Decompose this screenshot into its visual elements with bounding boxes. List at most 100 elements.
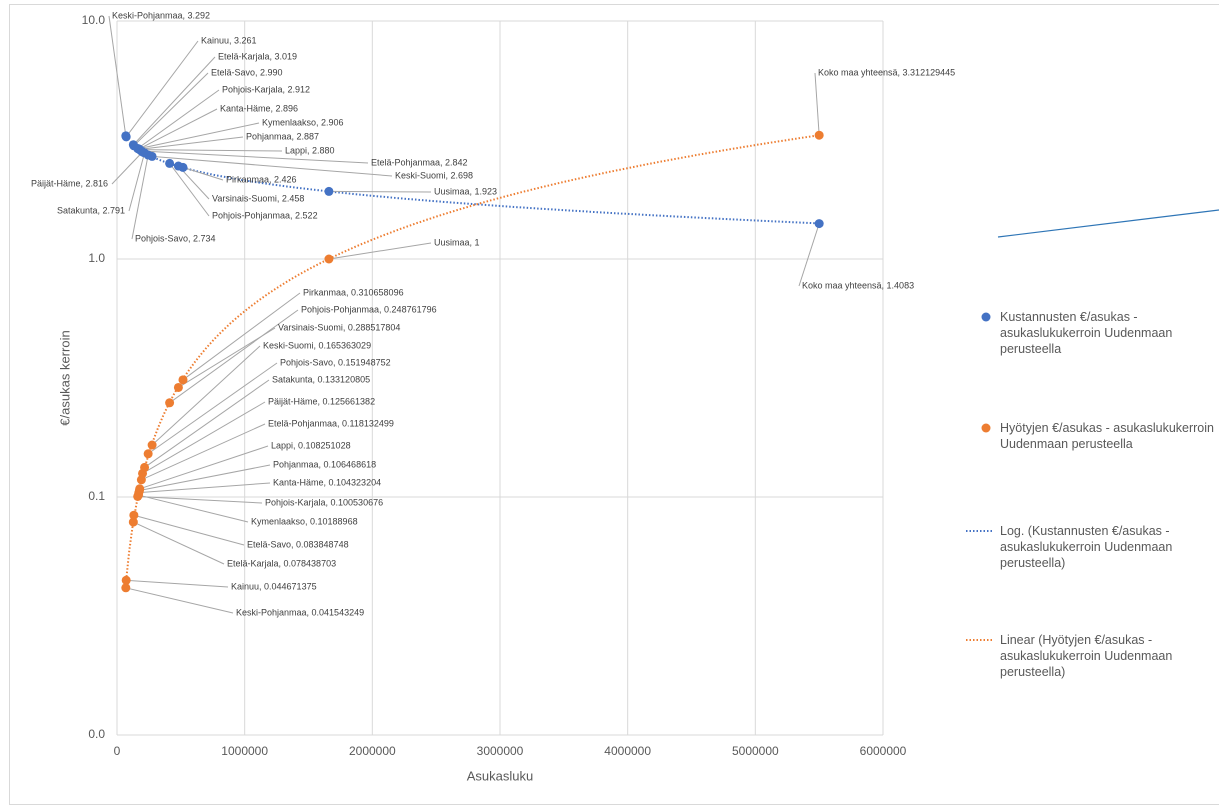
point (129, 510, 139, 520)
x-tick-label: 4000000 (604, 744, 651, 758)
data-label: Uusimaa, 1 (434, 237, 480, 247)
legend-entry: Hyötyjen €/asukas - asukaslukukerroin Uu… (1000, 421, 1214, 451)
point (140, 462, 150, 472)
y-axis-title: €/asukas kerroin (57, 330, 72, 425)
leader-line (126, 579, 229, 588)
data-label: Lappi, 2.880 (285, 145, 335, 155)
data-label: Etelä-Karjala, 0.078438703 (227, 558, 336, 568)
point (324, 186, 334, 196)
leader-line (138, 482, 271, 494)
leader-line (139, 445, 269, 490)
leader-line (138, 108, 218, 150)
data-label: Etelä-Savo, 2.990 (211, 67, 283, 77)
data-label: Kanta-Häme, 0.104323204 (273, 477, 381, 487)
leader-line (108, 15, 127, 136)
data-label: Kymenlaakso, 0.10188968 (251, 516, 358, 526)
point (165, 398, 175, 408)
legend-entry: Log. (Kustannusten €/asukas - asukasluku… (1000, 524, 1173, 570)
data-label: Kymenlaakso, 2.906 (262, 117, 344, 127)
leader-line (798, 223, 820, 287)
data-label: Pirkanmaa, 0.310658096 (303, 287, 404, 297)
leader-line (151, 345, 261, 446)
point (814, 130, 824, 140)
data-label: Pohjois-Pohjanmaa, 0.248761796 (301, 304, 437, 314)
leader-line (111, 151, 143, 185)
data-label: Pirkanmaa, 2.426 (226, 174, 297, 184)
data-label: Pohjois-Savo, 2.734 (135, 233, 216, 243)
data-label: Pohjanmaa, 0.106468618 (273, 459, 376, 469)
data-label: Keski-Suomi, 0.165363029 (263, 340, 371, 350)
data-label: Varsinais-Suomi, 2.458 (212, 193, 304, 203)
data-label: Satakunta, 0.133120805 (272, 374, 370, 384)
trendline (124, 134, 820, 584)
leader-line (133, 521, 225, 565)
chart-border (9, 4, 1219, 805)
point (135, 484, 145, 494)
leader-line (133, 72, 209, 147)
legend-marker (981, 312, 991, 322)
data-label: Etelä-Pohjanmaa, 0.118132499 (268, 418, 394, 428)
leader-line (138, 122, 260, 150)
point (147, 440, 157, 450)
leader-line (141, 150, 369, 164)
x-tick-label: 0 (114, 744, 121, 758)
leader-line (144, 379, 270, 468)
data-label: Pohjois-Pohjanmaa, 2.522 (212, 210, 318, 220)
leader-line (814, 72, 820, 136)
leader-line (132, 56, 216, 146)
data-label: Pohjois-Karjala, 2.912 (222, 84, 310, 94)
leader-line (125, 587, 234, 614)
data-label: Koko maa yhteensä, 1.4083 (802, 280, 914, 290)
data-label: Päijät-Häme, 2.816 (31, 178, 108, 188)
point (814, 219, 824, 229)
y-tick-label: 10.0 (82, 13, 106, 27)
legend-entry: Kustannusten €/asukas - asukaslukukerroi… (1000, 310, 1173, 356)
data-label: Keski-Pohjanmaa, 0.041543249 (236, 607, 364, 617)
data-label: Keski-Pohjanmaa, 3.292 (112, 10, 210, 20)
point (178, 375, 188, 385)
leader-line (128, 152, 146, 212)
leader-line (133, 514, 245, 546)
leader-line (138, 494, 249, 523)
legend-entry: Linear (Hyötyjen €/asukas - asukaslukuke… (1000, 633, 1173, 679)
leader-line (141, 423, 266, 481)
leader-line (328, 190, 432, 193)
stray-line (997, 209, 1219, 238)
data-label: Kainuu, 0.044671375 (231, 581, 317, 591)
x-tick-label: 1000000 (221, 744, 268, 758)
point (143, 449, 153, 459)
leader-line (182, 166, 224, 181)
leader-line (328, 242, 432, 260)
data-label: Kainuu, 3.261 (201, 35, 257, 45)
data-label: Etelä-Savo, 0.083848748 (247, 539, 349, 549)
data-label: Uusimaa, 1.923 (434, 186, 497, 196)
leader-line (169, 163, 210, 217)
data-label: Etelä-Pohjanmaa, 2.842 (371, 157, 468, 167)
point (173, 382, 183, 392)
data-label: Kanta-Häme, 2.896 (220, 103, 298, 113)
leader-line (137, 495, 263, 504)
y-tick-label: 0.1 (88, 489, 105, 503)
legend-marker (981, 423, 991, 433)
x-tick-label: 5000000 (732, 744, 779, 758)
data-label: Keski-Suomi, 2.698 (395, 170, 473, 180)
data-label: Pohjois-Savo, 0.151948752 (280, 357, 391, 367)
x-tick-label: 3000000 (477, 744, 524, 758)
point (143, 150, 153, 160)
point (121, 583, 131, 593)
data-label: Lappi, 0.108251028 (271, 440, 351, 450)
leader-line (147, 362, 278, 455)
leader-line (152, 155, 393, 177)
y-tick-label: 1.0 (88, 251, 105, 265)
leader-line (137, 89, 220, 149)
x-axis-title: Asukasluku (467, 768, 533, 783)
data-label: Satakunta, 2.791 (57, 205, 125, 215)
point (121, 132, 131, 142)
x-tick-label: 2000000 (349, 744, 396, 758)
data-label: Varsinais-Suomi, 0.288517804 (278, 322, 400, 332)
data-label: Päijät-Häme, 0.125661382 (268, 396, 375, 406)
data-label: Pohjois-Karjala, 0.100530676 (265, 497, 383, 507)
point (173, 161, 183, 171)
